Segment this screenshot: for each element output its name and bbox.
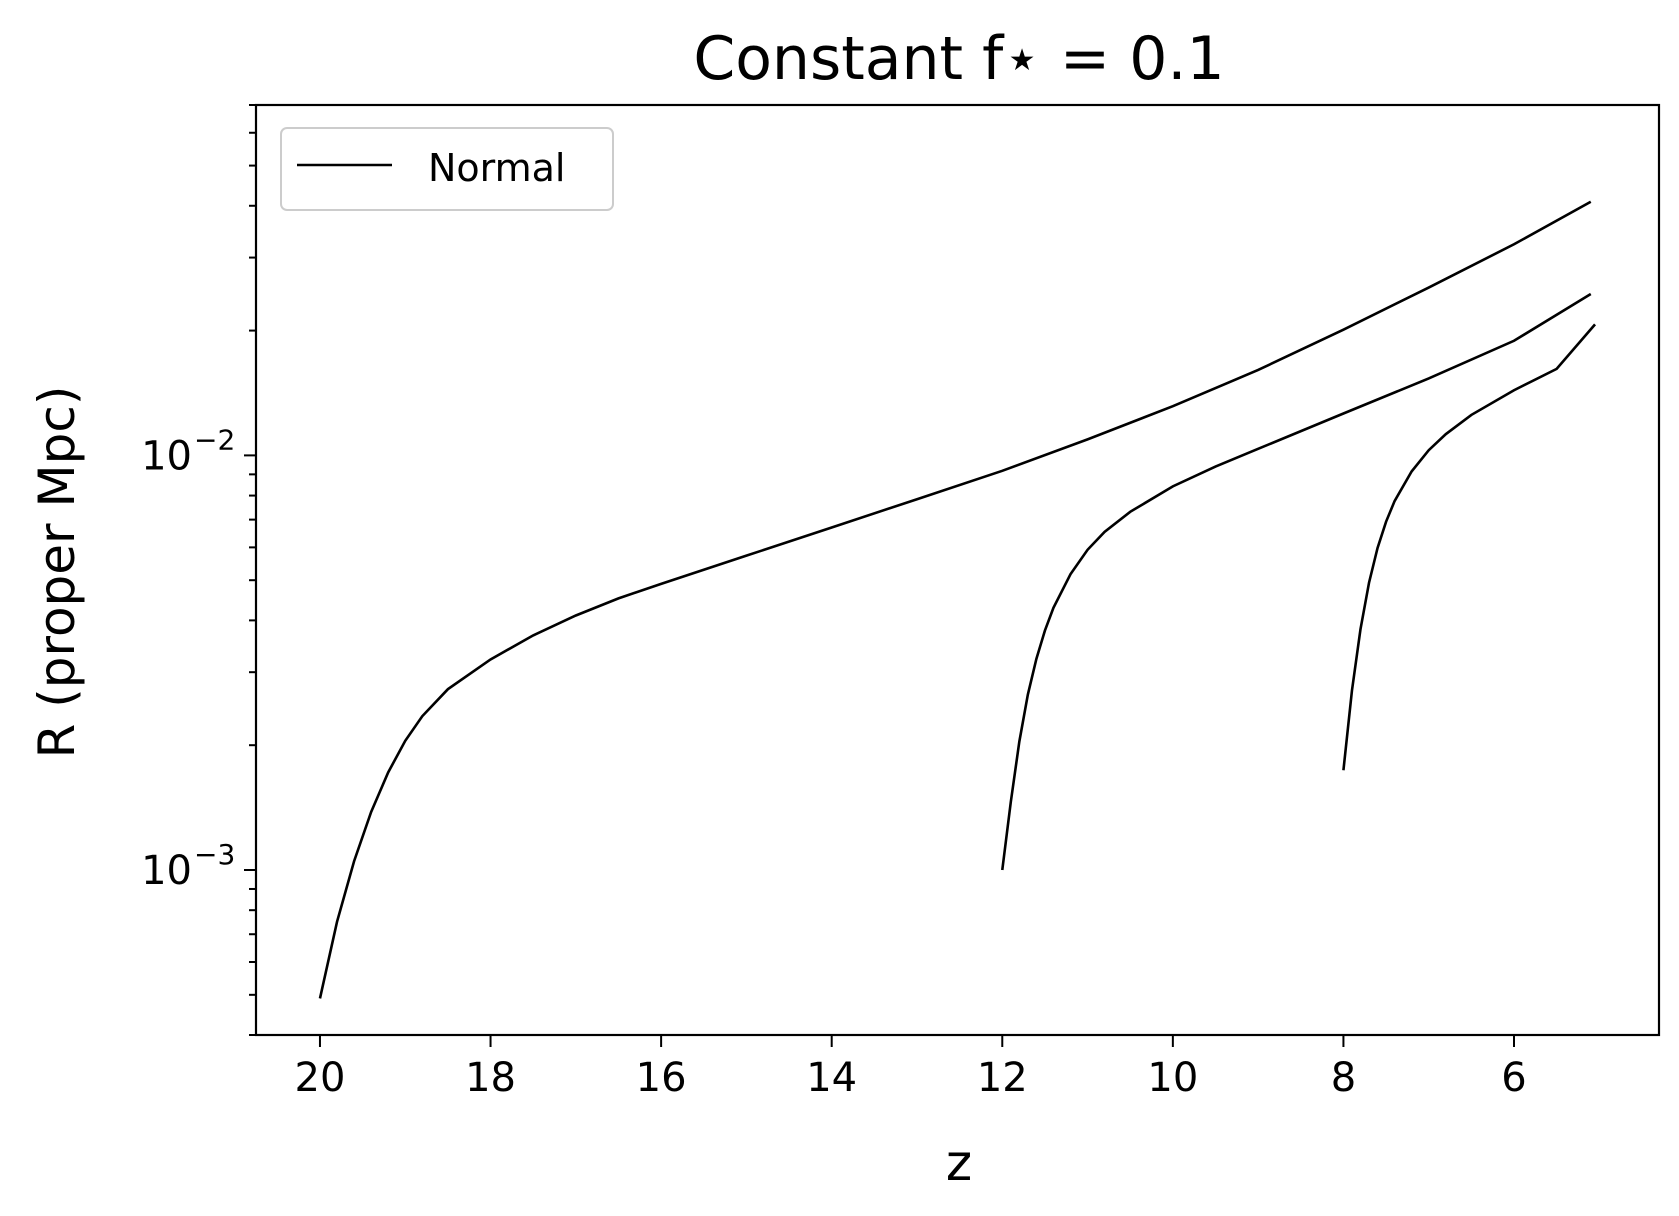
y-tick-label-exponent: −3 [194,838,235,871]
series-line-3 [1342,323,1597,771]
x-tick-label: 14 [806,1055,857,1101]
x-tick-label: 20 [295,1055,346,1101]
plot-area [254,103,1661,1037]
x-tick-label: 18 [465,1055,516,1101]
x-tick-label: 10 [1147,1055,1198,1101]
legend: Normal [280,127,614,211]
series-layer [318,200,1597,999]
x-tick-label: 6 [1501,1055,1526,1101]
x-tick-label: 16 [636,1055,687,1101]
plot-frame [254,103,1661,1037]
x-axis: 20 18 16 14 12 10 8 6 [295,1035,1527,1101]
series-line-2 [1000,292,1592,871]
y-tick-label-exponent: −2 [194,423,235,456]
y-axis-label: R (proper Mpc) [28,386,86,759]
y-axis: 10−310−2 [141,104,256,1036]
chart-title: Constant f⋆ = 0.1 [693,24,1224,94]
y-tick-label: 10 [141,433,192,479]
x-axis-label: z [946,1134,972,1192]
x-tick-label: 12 [977,1055,1028,1101]
legend-box [280,127,614,211]
legend-label: Normal [428,146,566,190]
series-line-1 [318,200,1592,999]
y-tick-label: 10 [141,848,192,894]
x-tick-label: 8 [1331,1055,1356,1101]
